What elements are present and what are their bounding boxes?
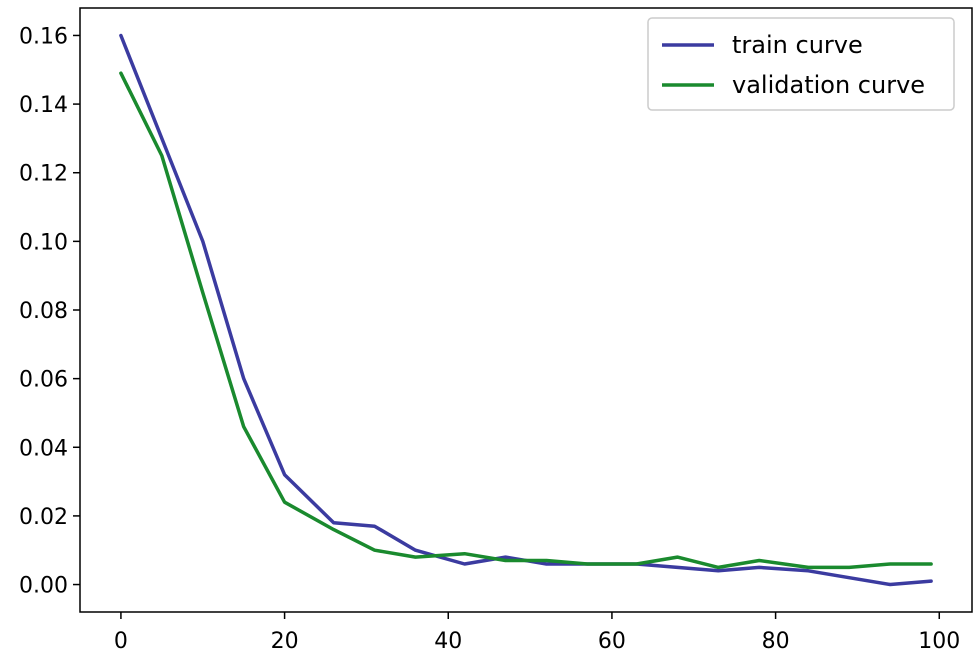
legend-label: train curve — [732, 31, 863, 59]
series-line-validation — [119, 71, 933, 570]
x-tick-label: 60 — [598, 629, 626, 654]
y-tick-label: 0.06 — [19, 368, 68, 393]
x-tick-label: 40 — [434, 629, 462, 654]
series-line-train — [119, 33, 933, 587]
x-tick-label: 100 — [918, 629, 960, 654]
x-tick-label: 80 — [762, 629, 790, 654]
legend-label: validation curve — [732, 71, 925, 99]
legend-box — [647, 17, 955, 111]
y-tick-label: 0.04 — [19, 436, 68, 461]
x-tick-label: 20 — [271, 629, 299, 654]
y-tick-label: 0.14 — [19, 93, 68, 118]
x-tick-label: 0 — [114, 629, 128, 654]
y-tick-label: 0.08 — [19, 299, 68, 324]
y-tick-label: 0.00 — [19, 574, 68, 599]
y-tick-label: 0.16 — [19, 24, 68, 49]
y-tick-label: 0.02 — [19, 505, 68, 530]
y-tick-label: 0.12 — [19, 162, 68, 187]
y-tick-label: 0.10 — [19, 230, 68, 255]
